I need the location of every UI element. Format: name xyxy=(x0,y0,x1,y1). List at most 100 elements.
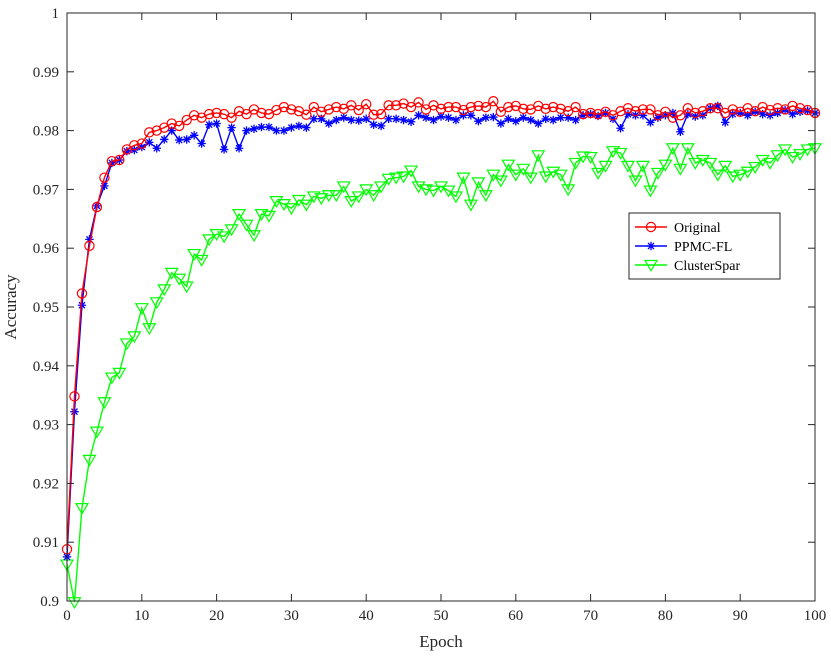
data-point-original xyxy=(742,103,753,114)
data-point-original xyxy=(353,104,364,116)
data-point-original xyxy=(794,103,806,114)
data-point-original xyxy=(518,103,529,115)
data-point-clusterspar xyxy=(157,284,172,297)
data-point-ppmc-fl xyxy=(122,146,132,156)
data-point-ppmc-fl xyxy=(683,109,693,119)
y-tick-label: 0.94 xyxy=(33,359,60,375)
data-point-clusterspar xyxy=(785,151,800,164)
data-point-ppmc-fl xyxy=(758,109,767,119)
y-tick-label: 0.91 xyxy=(33,535,59,551)
legend-label: Original xyxy=(674,221,721,236)
data-point-ppmc-fl xyxy=(137,142,146,152)
data-point-original xyxy=(675,110,686,121)
y-tick-label: 0.93 xyxy=(33,418,59,434)
data-point-ppmc-fl xyxy=(713,101,722,111)
data-point-clusterspar xyxy=(284,203,299,216)
data-point-ppmc-fl xyxy=(736,108,745,118)
data-point-original xyxy=(84,240,95,252)
data-point-original xyxy=(802,104,813,116)
data-point-clusterspar xyxy=(351,191,366,204)
data-point-ppmc-fl xyxy=(556,113,565,122)
data-point-original xyxy=(787,100,798,112)
data-point-original xyxy=(368,109,379,120)
data-point-original xyxy=(405,101,417,113)
x-tick-label: 40 xyxy=(359,608,374,624)
data-point-clusterspar xyxy=(718,160,733,173)
data-point-ppmc-fl xyxy=(788,109,797,119)
data-point-clusterspar xyxy=(508,169,523,182)
data-point-clusterspar xyxy=(448,191,464,204)
x-tick-label: 100 xyxy=(804,608,827,624)
data-point-ppmc-fl xyxy=(519,113,528,122)
data-point-original xyxy=(592,108,604,120)
y-tick-label: 0.9 xyxy=(40,594,59,610)
series-original xyxy=(61,95,821,555)
data-point-ppmc-fl xyxy=(511,116,520,126)
data-point-clusterspar xyxy=(680,143,695,156)
data-point-ppmc-fl xyxy=(317,114,326,124)
y-tick-label: 0.96 xyxy=(33,241,60,257)
data-point-original xyxy=(166,118,177,129)
data-point-original xyxy=(503,101,514,113)
data-point-original xyxy=(151,125,162,136)
series-ppmc-fl xyxy=(62,101,820,562)
data-point-ppmc-fl xyxy=(586,109,595,119)
data-point-clusterspar xyxy=(792,149,808,162)
data-point-ppmc-fl xyxy=(376,121,386,131)
data-point-ppmc-fl xyxy=(309,114,319,124)
data-point-ppmc-fl xyxy=(541,114,550,124)
data-point-clusterspar xyxy=(112,367,127,380)
data-point-clusterspar xyxy=(359,184,374,197)
legend: Original PPMC-FL ClusterSpar xyxy=(628,212,781,280)
data-point-original xyxy=(540,103,551,115)
data-point-ppmc-fl xyxy=(638,111,648,120)
data-point-original xyxy=(76,288,88,299)
data-point-ppmc-fl xyxy=(795,107,805,116)
data-point-clusterspar xyxy=(598,160,613,173)
data-point-clusterspar xyxy=(471,177,486,190)
data-point-ppmc-fl xyxy=(414,111,423,120)
data-point-ppmc-fl xyxy=(466,111,476,120)
data-point-clusterspar xyxy=(231,208,247,221)
data-point-original xyxy=(173,120,185,132)
data-point-original xyxy=(256,107,267,119)
x-tick-label: 30 xyxy=(284,608,299,624)
data-point-original xyxy=(555,103,566,115)
data-point-original xyxy=(271,104,282,116)
data-point-original xyxy=(106,155,118,167)
x-tick-label: 70 xyxy=(583,608,598,624)
data-point-original xyxy=(757,101,768,113)
x-tick-label: 20 xyxy=(209,608,224,624)
data-point-original xyxy=(278,101,290,113)
data-point-original xyxy=(458,104,469,116)
data-point-clusterspar xyxy=(426,185,441,198)
plot-background xyxy=(67,13,815,601)
data-point-ppmc-fl xyxy=(249,124,259,134)
data-point-original xyxy=(286,104,297,115)
data-point-ppmc-fl xyxy=(436,112,446,121)
data-point-ppmc-fl xyxy=(160,135,169,144)
legend-swatch-marker xyxy=(643,259,659,272)
data-point-clusterspar xyxy=(553,169,568,182)
series-clusterspar xyxy=(59,143,823,610)
data-point-ppmc-fl xyxy=(294,121,304,131)
data-point-ppmc-fl xyxy=(107,158,117,168)
data-point-ppmc-fl xyxy=(578,111,588,120)
data-point-original xyxy=(480,101,492,113)
data-point-clusterspar xyxy=(142,323,157,336)
data-point-original xyxy=(465,101,477,113)
data-point-original xyxy=(181,114,192,126)
data-point-ppmc-fl xyxy=(676,127,685,136)
data-point-original xyxy=(705,103,716,114)
data-point-clusterspar xyxy=(583,151,598,164)
data-point-clusterspar xyxy=(478,190,493,203)
data-point-original xyxy=(450,101,462,113)
data-point-ppmc-fl xyxy=(563,113,573,122)
data-point-original xyxy=(323,104,334,115)
data-point-ppmc-fl xyxy=(384,114,393,124)
data-point-clusterspar xyxy=(770,150,785,163)
data-point-original xyxy=(69,391,80,402)
data-point-original xyxy=(712,103,723,114)
data-point-original xyxy=(488,95,499,107)
